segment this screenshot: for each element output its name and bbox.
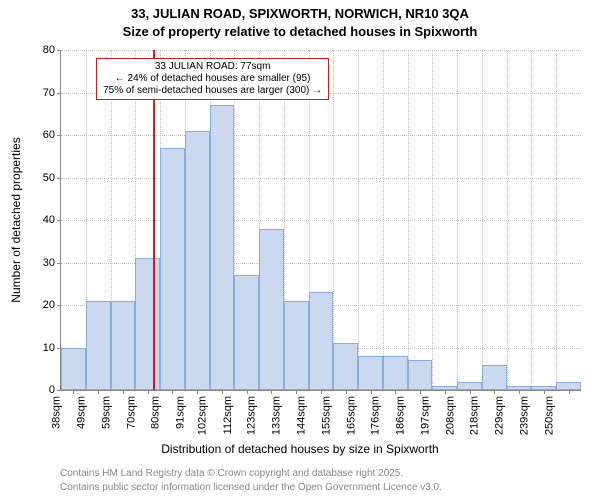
xtick-label: 218sqm [469, 396, 481, 435]
xtick-label: 197sqm [419, 396, 431, 435]
xtick-label: 102sqm [196, 396, 208, 435]
gridline-v [457, 50, 458, 390]
histogram-bar [556, 382, 581, 391]
xtick-label: 49sqm [76, 396, 88, 429]
histogram-bar [408, 360, 433, 390]
histogram-bar [185, 131, 210, 390]
histogram-bar [86, 301, 111, 390]
chart-title-line2: Size of property relative to detached ho… [0, 24, 600, 39]
gridline-v [432, 50, 433, 390]
gridline-h [61, 220, 581, 221]
footer-line2: Contains public sector information licen… [60, 482, 442, 493]
xtick-label: 91sqm [175, 396, 187, 429]
histogram-bar [383, 356, 408, 390]
histogram-bar [160, 148, 185, 390]
gridline-v [556, 50, 557, 390]
xtick-label: 239sqm [518, 396, 530, 435]
gridline-v [408, 50, 409, 390]
histogram-bar [482, 365, 507, 391]
gridline-v [507, 50, 508, 390]
gridline-v [358, 50, 359, 390]
xtick-label: 59sqm [100, 396, 112, 429]
gridline-v [333, 50, 334, 390]
histogram-bar [457, 382, 482, 391]
xtick-label: 123sqm [246, 396, 258, 435]
xtick-label: 70sqm [125, 396, 137, 429]
reference-line [153, 50, 155, 390]
xtick-label: 208sqm [444, 396, 456, 435]
xtick-label: 38sqm [51, 396, 63, 429]
gridline-v [482, 50, 483, 390]
xtick-label: 112sqm [222, 396, 234, 434]
xtick-label: 155sqm [320, 396, 332, 435]
histogram-bar [135, 258, 160, 390]
histogram-bar [234, 275, 259, 390]
xtick-label: 165sqm [345, 396, 357, 435]
histogram-bar [259, 229, 284, 391]
footer-line1: Contains HM Land Registry data © Crown c… [60, 468, 403, 479]
xtick-label: 186sqm [394, 396, 406, 435]
histogram-bar [284, 301, 309, 390]
annotation-line3: 75% of semi-detached houses are larger (… [103, 85, 322, 97]
histogram-bar [61, 348, 86, 391]
gridline-v [531, 50, 532, 390]
annotation-line2: ← 24% of detached houses are smaller (95… [103, 73, 322, 85]
xtick-label: 250sqm [543, 396, 555, 435]
gridline-h [61, 135, 581, 136]
histogram-bar [210, 105, 235, 390]
xtick-label: 80sqm [150, 396, 162, 429]
gridline-h [61, 50, 581, 51]
xtick-label: 176sqm [370, 396, 382, 435]
histogram-bar [309, 292, 334, 390]
histogram-bar [333, 343, 358, 390]
y-axis-label: Number of detached properties [9, 137, 23, 302]
histogram-bar [111, 301, 136, 390]
chart-title-line1: 33, JULIAN ROAD, SPIXWORTH, NORWICH, NR1… [0, 6, 600, 21]
annotation-box: 33 JULIAN ROAD: 77sqm← 24% of detached h… [96, 58, 329, 100]
gridline-h [61, 178, 581, 179]
xtick-label: 133sqm [271, 396, 283, 435]
xtick-label: 144sqm [295, 396, 307, 435]
chart-container: 33, JULIAN ROAD, SPIXWORTH, NORWICH, NR1… [0, 0, 600, 500]
gridline-v [383, 50, 384, 390]
annotation-line1: 33 JULIAN ROAD: 77sqm [103, 61, 322, 73]
plot-area: 0102030405060708038sqm49sqm59sqm70sqm80s… [60, 50, 581, 391]
xtick-label: 229sqm [494, 396, 506, 435]
histogram-bar [358, 356, 383, 390]
x-axis-label: Distribution of detached houses by size … [0, 442, 600, 456]
